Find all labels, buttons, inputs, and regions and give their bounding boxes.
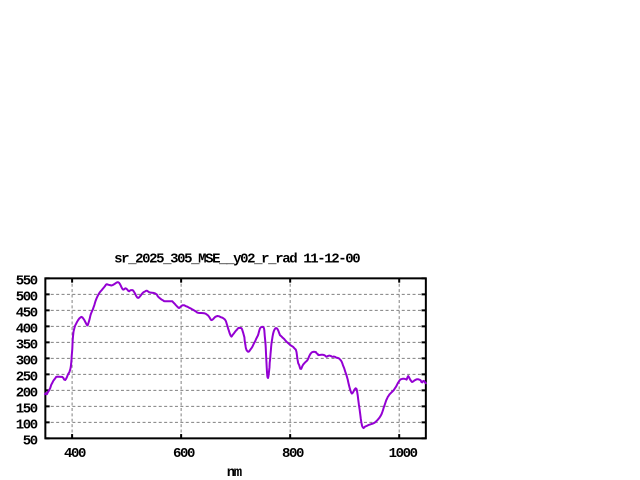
svg-text:nm: nm [227,465,242,480]
svg-text:50: 50 [23,433,38,449]
svg-text:400: 400 [16,321,38,337]
svg-text:400: 400 [64,446,86,462]
svg-text:100: 100 [16,417,38,433]
svg-text:550: 550 [16,273,38,289]
svg-text:600: 600 [173,446,195,462]
svg-text:150: 150 [16,401,38,417]
svg-text:200: 200 [16,385,38,401]
svg-text:450: 450 [16,305,38,321]
svg-text:350: 350 [16,337,38,353]
svg-text:1000: 1000 [389,446,418,462]
svg-text:300: 300 [16,353,38,369]
svg-text:sr_2025_305_MSE__y02_r_rad 11-: sr_2025_305_MSE__y02_r_rad 11-12-00 [114,251,360,267]
svg-text:250: 250 [16,369,38,385]
svg-text:500: 500 [16,289,38,305]
svg-text:800: 800 [282,446,304,462]
